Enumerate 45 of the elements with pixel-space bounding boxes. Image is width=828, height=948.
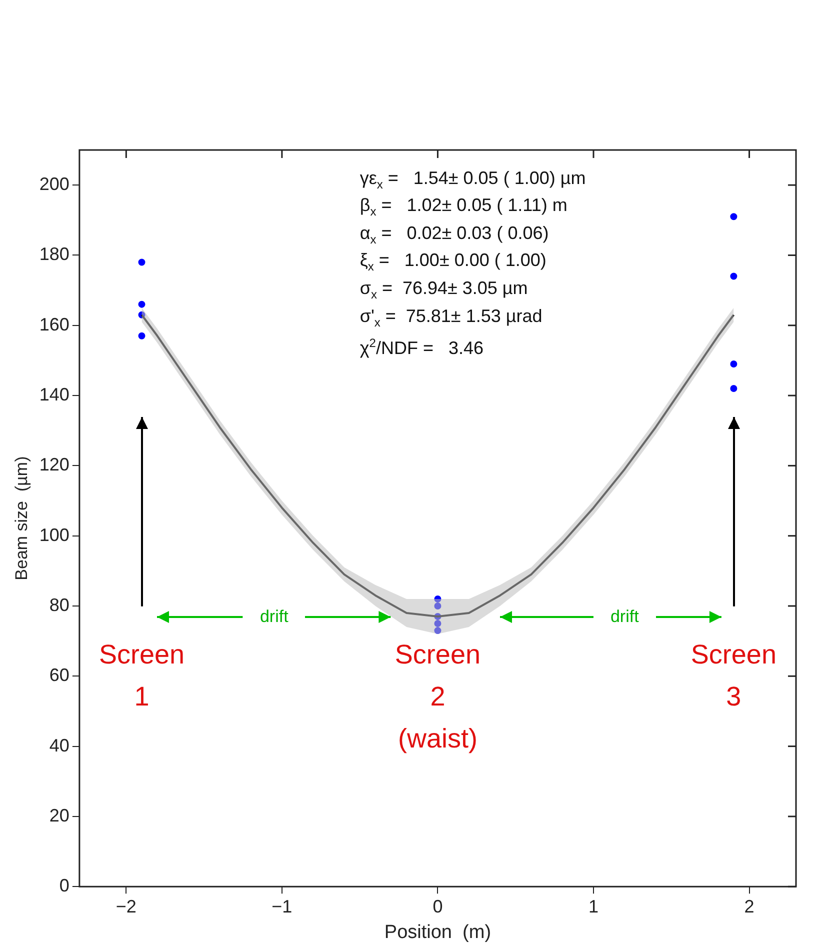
point (434, 595, 442, 602)
y-tick-label: 80 (49, 594, 70, 615)
annotation: 2 (430, 682, 446, 713)
point (730, 213, 738, 220)
annotation: Screen (98, 640, 185, 671)
y-tick-label: 0 (59, 876, 70, 896)
point (434, 620, 442, 628)
point (138, 258, 146, 266)
x-tick-label: 0 (432, 896, 443, 916)
y-tick-label: 200 (39, 174, 70, 194)
annotation: (waist) (398, 724, 478, 755)
x-tick-label: −2 (116, 896, 136, 916)
y-tick-label: 180 (39, 244, 70, 264)
y-tick-label: 120 (39, 454, 70, 475)
annotation: α$_{x}$ = 0.02± 0.03 ( 0.06) (360, 222, 549, 246)
annotation: 3 (726, 682, 742, 713)
annotation: χ$^{2}$/NDF = 3.46 (360, 336, 484, 358)
annotation: Screen (690, 640, 776, 671)
y-axis-title: Beam size (µm) (12, 456, 31, 580)
point (138, 300, 146, 308)
point (730, 360, 738, 368)
point (434, 627, 442, 634)
point (730, 385, 738, 392)
x-tick-label: −1 (272, 896, 292, 916)
x-tick-label: 1 (588, 896, 598, 916)
annotation: ξ$_{x}$ = 1.00± 0.00 ( 1.00) (360, 250, 546, 274)
y-tick-label: 100 (39, 524, 70, 545)
y-tick-label: 40 (49, 735, 70, 756)
y-tick-label: 160 (39, 314, 70, 334)
point (730, 272, 738, 280)
annotation: 1 (134, 682, 150, 713)
annotation: σ'$_{x}$ = 75.81± 1.53 µrad (360, 306, 542, 330)
y-tick-label: 20 (49, 805, 70, 826)
y-tick-label: 60 (49, 665, 70, 686)
annotation: drift (608, 606, 641, 626)
point (434, 602, 442, 610)
annotation: β$_{x}$ = 1.02± 0.05 ( 1.11) m (360, 195, 568, 219)
x-tick-label: 2 (744, 896, 754, 916)
annotation: γε$_{x}$ = 1.54± 0.05 ( 1.00) µm (360, 168, 586, 192)
x-axis-title: Position (m) (384, 922, 492, 943)
annotation: σ$_{x}$ = 76.94± 3.05 µm (360, 278, 528, 302)
annotation: drift (258, 606, 290, 626)
y-tick-label: 140 (39, 384, 70, 404)
annotation: Screen (394, 640, 480, 671)
point (138, 332, 146, 340)
